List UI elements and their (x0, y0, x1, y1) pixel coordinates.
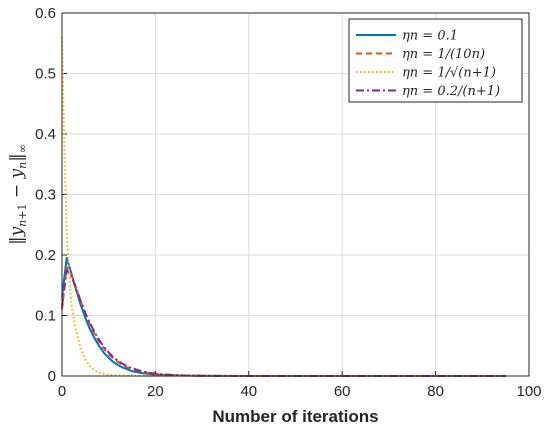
legend-label-1: ηn = 0.1 (402, 29, 458, 44)
x-tick-label: 100 (516, 383, 541, 400)
y-tick-label: 0.5 (35, 66, 56, 83)
x-tick-labels: 0 20 40 60 80 100 (58, 383, 542, 400)
y-tick-label: 0.4 (35, 126, 56, 143)
x-tick-label: 60 (334, 383, 351, 400)
series-line-2 (61, 266, 506, 377)
y-tick-label: 0.3 (35, 187, 56, 204)
y-tick-label: 0 (48, 368, 56, 385)
x-axis-label: Number of iterations (212, 407, 378, 426)
series-line-3 (61, 37, 506, 377)
x-tick-label: 0 (58, 383, 66, 400)
legend-box (348, 18, 523, 103)
plot-frame (61, 12, 530, 377)
legend-label-4: ηn = 0.2/(n+1) (402, 84, 500, 99)
y-tick-label: 0.2 (35, 247, 56, 264)
y-tick-label: 0.1 (35, 308, 56, 325)
y-axis-label-text: ‖yn+1 − yn‖∞ (7, 144, 29, 245)
y-tick-label: 0.6 (35, 5, 56, 22)
x-tick-label: 40 (240, 383, 257, 400)
x-tick-label: 20 (147, 383, 164, 400)
legend-label-3: ηn = 1/√(n+1) (402, 66, 496, 81)
legend: ηn = 0.1 ηn = 1/(10n) ηn = 1/√(n+1) ηn = 0.… (348, 18, 523, 103)
y-axis-label: ‖yn+1 − yn‖∞ (7, 144, 29, 245)
x-tick-label: 80 (427, 383, 444, 400)
y-tick-labels: 0 0.1 0.2 0.3 0.4 0.5 0.6 (35, 5, 56, 385)
legend-label-2: ηn = 1/(10n) (402, 47, 485, 62)
